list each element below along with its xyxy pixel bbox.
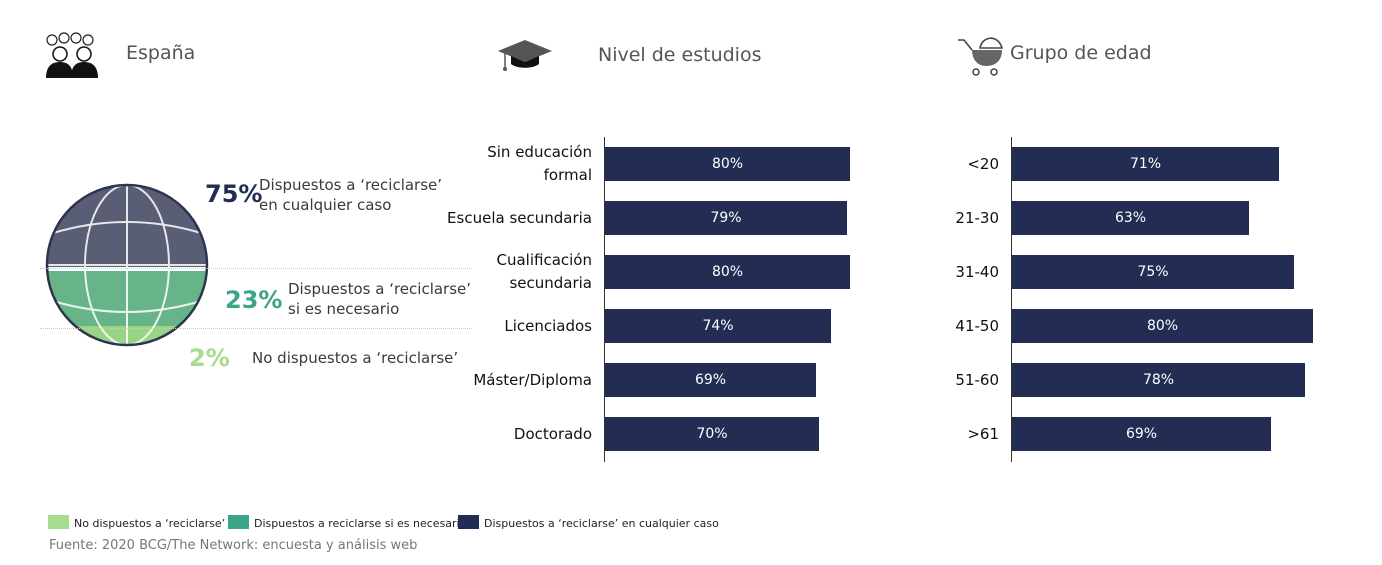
divider-line xyxy=(40,268,472,269)
chart-axis xyxy=(1011,137,1012,462)
spain-globe xyxy=(45,183,211,352)
category-label: Cualificación secundaria xyxy=(497,249,593,295)
category-label-line: 51-60 xyxy=(955,370,999,389)
desc-not-willing: No dispuestos a ‘reciclarse’ xyxy=(252,349,459,367)
baby-stroller-icon xyxy=(956,32,1004,76)
category-label-line: Cualificación xyxy=(496,251,593,269)
category-label: 51-60 xyxy=(955,369,999,392)
category-label-line: Escuela secundaria xyxy=(447,208,592,227)
pct-not-willing: 2% xyxy=(189,344,230,372)
category-label-line: Doctorado xyxy=(513,424,592,443)
category-label-line: <20 xyxy=(967,154,999,173)
chart-bar: 74% xyxy=(605,309,831,343)
pct-if-needed: 23% xyxy=(225,286,283,314)
chart-bar: 79% xyxy=(605,201,847,235)
bar-value-label: 70% xyxy=(696,426,728,442)
bar-value-label: 80% xyxy=(1146,318,1179,334)
category-label: <20 xyxy=(967,153,999,176)
category-label-line: >61 xyxy=(967,424,999,443)
chart-bar: 78% xyxy=(1012,363,1305,397)
divider-line xyxy=(40,328,472,329)
bar-value-label: 80% xyxy=(711,156,744,172)
category-label-line: 41-50 xyxy=(955,316,999,335)
legend-swatch-if-needed xyxy=(228,515,249,529)
bar-value-label: 75% xyxy=(1137,264,1169,280)
source-note: Fuente: 2020 BCG/The Network: encuesta y… xyxy=(49,538,418,553)
desc-if-needed-line1: Dispuestos a ‘reciclarse’ xyxy=(288,280,472,298)
category-label: 41-50 xyxy=(955,315,999,338)
education-title: Nivel de estudios xyxy=(598,44,762,66)
category-label-line: 31-40 xyxy=(955,262,999,281)
category-label: Máster/Diploma xyxy=(473,369,592,392)
bar-value-label: 69% xyxy=(694,372,727,388)
desc-any-case-line2: en cualquier caso xyxy=(259,196,392,214)
chart-bar: 80% xyxy=(605,255,850,289)
category-label: Escuela secundaria xyxy=(447,207,592,230)
age-bar-chart: 71% <20 63% 21-30 75% 31-40 80% 41-50 78% 51-60 69… xyxy=(900,137,1370,462)
desc-if-needed-line2: si es necesario xyxy=(288,300,400,318)
people-icon xyxy=(42,30,102,80)
bar-value-label: 69% xyxy=(1125,426,1158,442)
legend-swatch-not-willing xyxy=(48,515,69,529)
bar-value-label: 71% xyxy=(1129,156,1162,172)
category-label: 31-40 xyxy=(955,261,999,284)
chart-bar: 80% xyxy=(605,147,850,181)
chart-bar: 69% xyxy=(605,363,816,397)
chart-bar: 69% xyxy=(1012,417,1271,451)
legend-label-any-case: Dispuestos a ‘reciclarse’ en cualquier c… xyxy=(484,517,719,530)
category-label-line: 21-30 xyxy=(955,208,999,227)
category-label-line: Licenciados xyxy=(504,316,592,335)
chart-bar: 70% xyxy=(605,417,819,451)
chart-bar: 80% xyxy=(1012,309,1313,343)
age-title: Grupo de edad xyxy=(1010,42,1152,64)
category-label: Licenciados xyxy=(504,315,592,338)
category-label: Doctorado xyxy=(514,423,592,446)
category-label: >61 xyxy=(967,423,999,446)
chart-bar: 75% xyxy=(1012,255,1294,289)
category-label: 21-30 xyxy=(955,207,999,230)
legend-label-not-willing: No dispuestos a ‘reciclarse’ xyxy=(74,517,226,530)
legend-label-if-needed: Dispuestos a reciclarse si es necesario xyxy=(254,517,467,530)
bar-value-label: 80% xyxy=(711,264,744,280)
bar-value-label: 74% xyxy=(702,318,734,334)
category-label-line: formal xyxy=(543,166,592,184)
category-label-line: secundaria xyxy=(509,274,592,292)
chart-axis xyxy=(604,137,605,462)
category-label: Sin educación formal xyxy=(487,141,592,187)
bar-value-label: 78% xyxy=(1142,372,1175,388)
legend-swatch-any-case xyxy=(458,515,479,529)
spain-title: España xyxy=(126,42,196,64)
desc-any-case-line1: Dispuestos a ‘reciclarse’ xyxy=(259,176,443,194)
bar-value-label: 79% xyxy=(710,210,742,226)
category-label-line: Máster/Diploma xyxy=(473,370,592,389)
bar-value-label: 63% xyxy=(1114,210,1147,226)
education-bar-chart: 80% Sin educación formal 79% Escuela secunda… xyxy=(420,137,900,462)
category-label-line: Sin educación xyxy=(487,143,592,161)
pct-any-case: 75% xyxy=(205,180,263,208)
graduation-cap-icon xyxy=(497,38,553,72)
chart-bar: 63% xyxy=(1012,201,1249,235)
chart-bar: 71% xyxy=(1012,147,1279,181)
